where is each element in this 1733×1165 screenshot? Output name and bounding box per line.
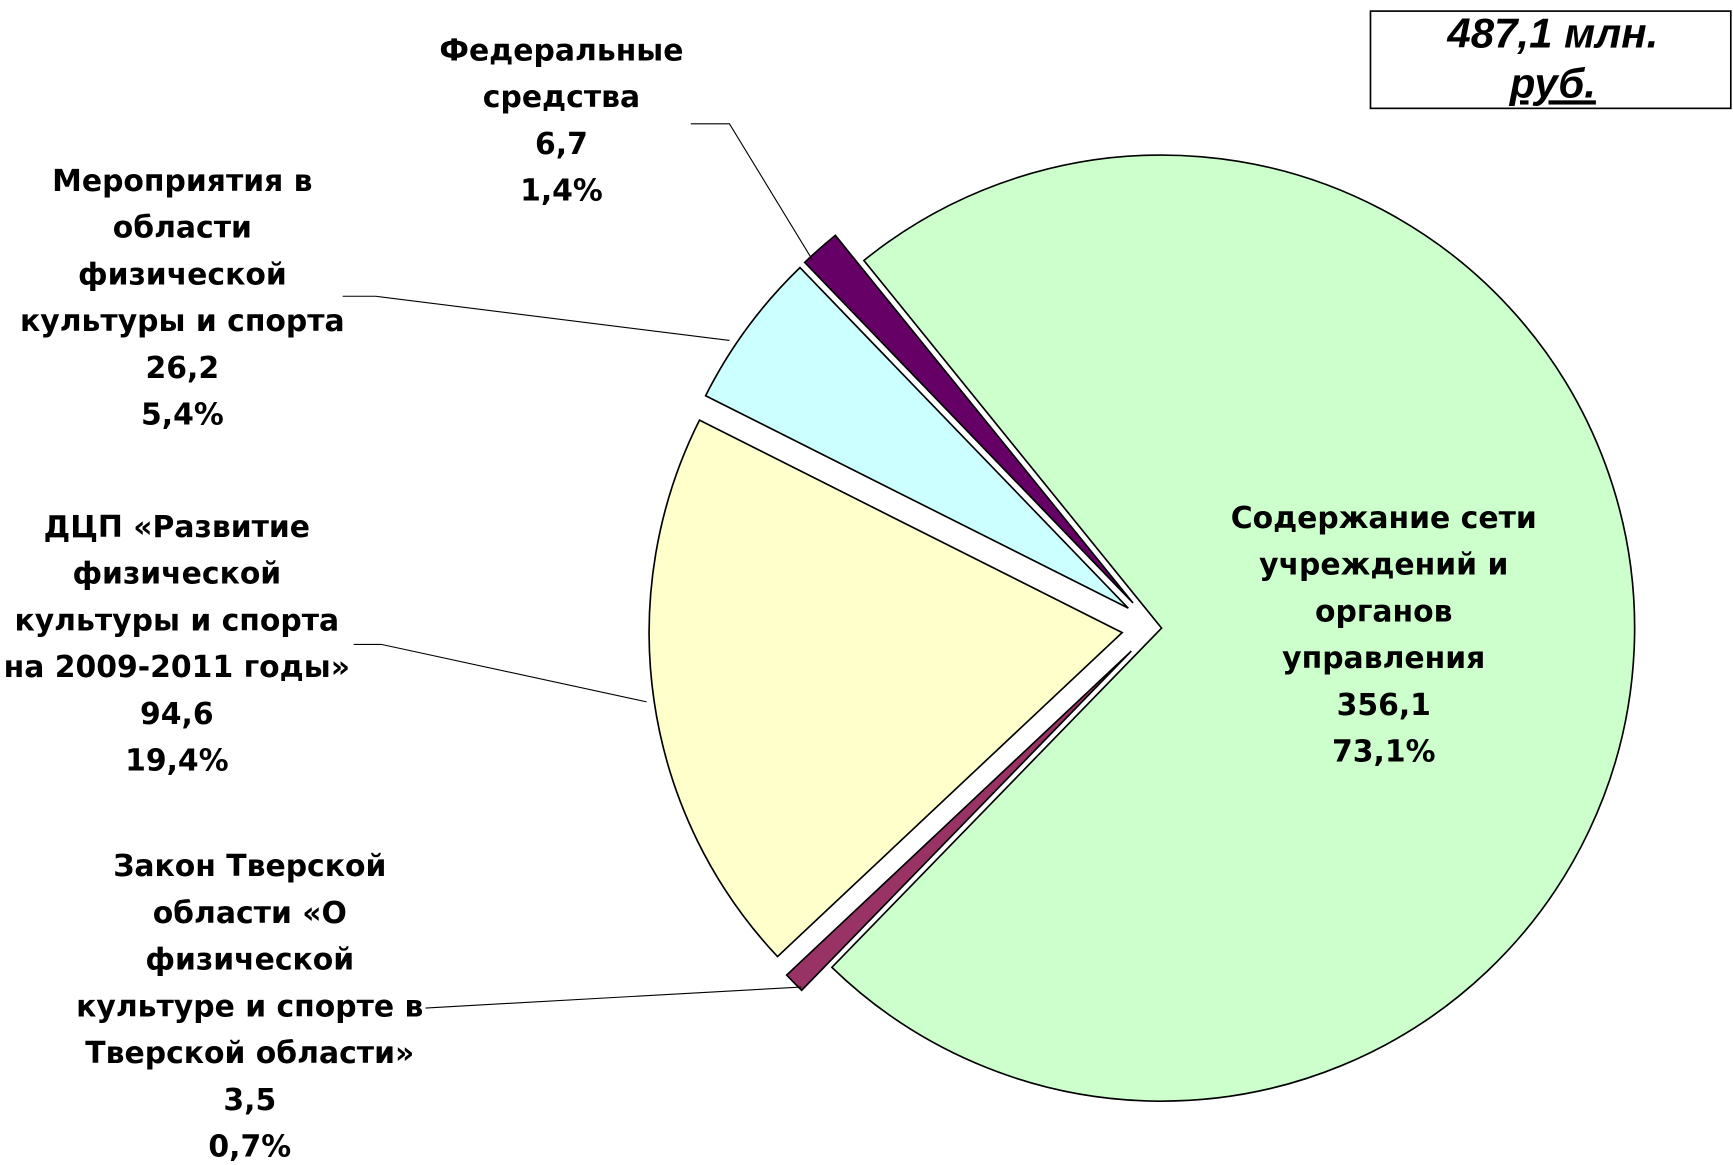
pie-slice xyxy=(803,234,1134,604)
slice-label: физической xyxy=(72,557,281,592)
slice-label: физической xyxy=(145,943,354,978)
slice-label: управления xyxy=(1282,641,1485,676)
slice-label: культуры и спорта xyxy=(20,304,345,339)
total-box xyxy=(1369,10,1732,110)
percent-label: 19,4% xyxy=(125,744,228,779)
pie-slice xyxy=(785,650,1132,992)
slice-label: Федеральные xyxy=(439,33,683,68)
slice-label: Содержание сети xyxy=(1231,501,1537,536)
total-label: 487,1 млн. xyxy=(1446,10,1658,57)
slice-label: органов xyxy=(1315,595,1453,630)
percent-label: 5,4% xyxy=(141,398,224,433)
pie-slice xyxy=(830,154,1636,1102)
slice-label: ДЦП «Развитие xyxy=(44,510,310,545)
percent-label: 1,4% xyxy=(520,174,603,209)
slice-label: средства xyxy=(483,80,640,115)
value-label: 356,1 xyxy=(1337,688,1431,723)
slice-label: на 2009-2011 годы» xyxy=(4,650,350,685)
leader-line xyxy=(353,643,647,703)
slice-label: Закон Тверской xyxy=(113,849,386,884)
slice-label: культуре и спорте в xyxy=(76,989,423,1024)
slice-label: области xyxy=(113,211,252,246)
pie-slice xyxy=(648,419,1124,958)
slice-label: учреждений и xyxy=(1259,548,1508,583)
pie-slice xyxy=(704,266,1129,609)
slice-label: физической xyxy=(78,257,287,292)
slice-label: Мероприятия в xyxy=(52,164,312,199)
total-label: руб. xyxy=(1509,59,1596,106)
leader-line xyxy=(342,295,730,342)
value-label: 6,7 xyxy=(535,127,588,162)
slice-label: области «О xyxy=(153,896,347,931)
value-label: 94,6 xyxy=(140,697,214,732)
percent-label: 73,1% xyxy=(1332,735,1435,770)
slice-label: культуры и спорта xyxy=(14,603,339,638)
leader-line xyxy=(690,123,813,261)
slice-label: Тверской области» xyxy=(85,1036,414,1071)
value-label: 3,5 xyxy=(223,1083,276,1118)
leader-line xyxy=(425,986,802,1009)
percent-label: 0,7% xyxy=(208,1130,291,1165)
value-label: 26,2 xyxy=(146,351,220,386)
